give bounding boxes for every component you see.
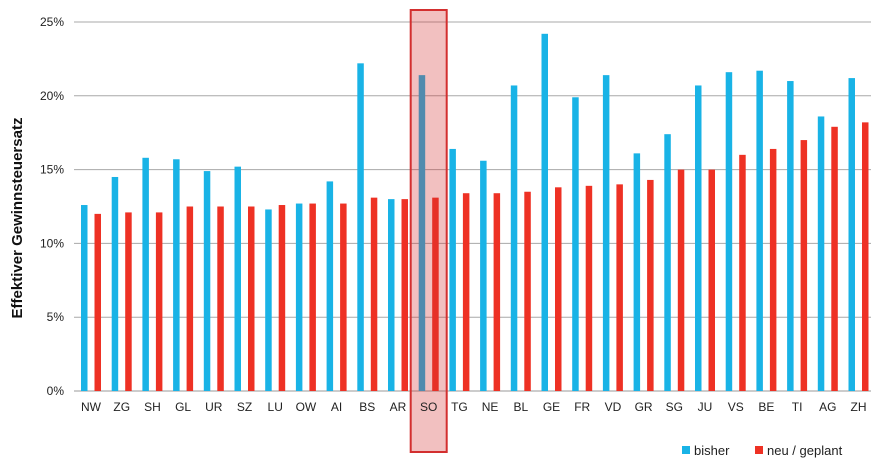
bar-bisher-be: [756, 70, 763, 391]
bar-bisher-ju: [695, 85, 702, 391]
bar-bisher-ag: [817, 116, 825, 392]
bar-bisher-tg: [449, 148, 456, 391]
y-tick-label: 5%: [47, 310, 65, 324]
y-tick-labels: 0% 5% 10% 15% 20% 25%: [40, 15, 64, 398]
x-tick-label: TI: [792, 400, 803, 414]
grid-layer: [74, 21, 871, 392]
y-tick-label: 20%: [40, 89, 64, 103]
bar-neu-geplant-sg: [677, 169, 685, 391]
bar-bisher-sg: [664, 134, 671, 391]
x-tick-label: BL: [513, 400, 528, 414]
bar-neu-geplant-ge: [555, 187, 562, 391]
bar-neu-geplant-bl: [524, 191, 531, 391]
x-tick-label: UR: [205, 400, 223, 414]
x-tick-label: VD: [605, 400, 622, 414]
bar-neu-geplant-tg: [462, 193, 470, 391]
x-tick-label: AR: [390, 400, 407, 414]
bar-neu-geplant-ne: [493, 193, 501, 391]
legend-label-bisher: bisher: [694, 443, 730, 458]
legend-label-neu-geplant: neu / geplant: [767, 443, 843, 458]
bar-neu-geplant-ti: [800, 140, 808, 391]
x-tick-label: LU: [268, 400, 283, 414]
x-tick-label: TG: [451, 400, 468, 414]
bar-bisher-so: [418, 75, 426, 392]
x-tick-label: SZ: [237, 400, 252, 414]
x-tick-label: VS: [728, 400, 744, 414]
bar-bisher-vd: [602, 75, 610, 392]
bar-neu-geplant-sh: [155, 212, 163, 391]
bar-bisher-ge: [541, 33, 548, 392]
x-tick-label: GE: [543, 400, 560, 414]
bar-bisher-zh: [848, 78, 855, 391]
highlight-layer: [409, 9, 448, 453]
bar-bisher-ai: [326, 181, 334, 391]
x-tick-label: BS: [359, 400, 375, 414]
x-tick-label: JU: [698, 400, 713, 414]
bar-bisher-gr: [633, 153, 641, 391]
x-tick-label: GR: [635, 400, 653, 414]
x-tick-label: AI: [331, 400, 342, 414]
bar-neu-geplant-gl: [186, 206, 194, 391]
legend-swatch-neu-geplant: [755, 446, 763, 454]
x-tick-label: SG: [666, 400, 683, 414]
bar-neu-geplant-vd: [616, 184, 623, 391]
bar-neu-geplant-ai: [340, 203, 347, 391]
bar-bisher-sh: [142, 157, 149, 391]
bar-neu-geplant-vs: [739, 154, 746, 391]
bar-neu-geplant-fr: [585, 185, 593, 391]
bar-neu-geplant-ju: [708, 169, 715, 391]
bar-bisher-lu: [265, 209, 272, 391]
x-tick-label: GL: [175, 400, 191, 414]
x-tick-label: ZG: [113, 400, 130, 414]
bar-neu-geplant-ow: [309, 203, 316, 391]
bar-bisher-zg: [111, 176, 119, 391]
bar-neu-geplant-lu: [278, 205, 286, 391]
x-tick-label: SH: [144, 400, 161, 414]
bar-bisher-ar: [388, 199, 395, 391]
bar-bisher-bl: [510, 85, 518, 391]
bar-bisher-gl: [173, 159, 180, 391]
y-tick-label: 10%: [40, 236, 64, 250]
y-tick-label: 0%: [47, 384, 65, 398]
bar-neu-geplant-ag: [831, 126, 838, 392]
legend-swatch-bisher: [682, 446, 690, 454]
y-tick-label: 25%: [40, 15, 64, 29]
bar-bisher-ne: [480, 160, 487, 391]
bar-neu-geplant-ur: [217, 206, 224, 391]
bar-neu-geplant-sz: [248, 206, 255, 391]
x-tick-label: BE: [758, 400, 774, 414]
bar-neu-geplant-ar: [401, 199, 408, 391]
bar-neu-geplant-be: [769, 148, 777, 391]
x-tick-label: ZH: [851, 400, 867, 414]
x-tick-label: FR: [574, 400, 590, 414]
x-tick-labels: NW ZG SH GL UR SZ LU OW AI BS AR SO TG NE BL GE FR VD GR SG…: [81, 400, 867, 414]
bar-bisher-ur: [203, 171, 211, 391]
bar-bisher-fr: [572, 97, 579, 391]
x-tick-label: AG: [819, 400, 836, 414]
legend: bisher neu / geplant: [682, 443, 843, 458]
y-axis-title: Effektiver Gewinnsteuersatz: [9, 118, 26, 319]
bar-bisher-bs: [357, 63, 364, 391]
bars-layer: [81, 33, 869, 392]
bar-bisher-nw: [81, 205, 88, 391]
bar-bisher-vs: [725, 72, 733, 392]
bar-bisher-ow: [295, 203, 303, 391]
x-tick-label: OW: [296, 400, 317, 414]
x-tick-label: NW: [81, 400, 102, 414]
bar-neu-geplant-zh: [862, 122, 869, 392]
bar-bisher-sz: [234, 166, 241, 391]
x-tick-label: NE: [482, 400, 499, 414]
bar-neu-geplant-zg: [125, 212, 132, 391]
bar-neu-geplant-bs: [370, 197, 378, 391]
highlight-box-so: [409, 9, 448, 453]
bar-bisher-ti: [787, 81, 794, 391]
x-tick-label: SO: [420, 400, 437, 414]
bar-neu-geplant-gr: [647, 179, 654, 391]
bar-neu-geplant-nw: [94, 213, 101, 391]
bar-neu-geplant-so: [432, 197, 439, 391]
y-tick-label: 15%: [40, 163, 64, 177]
